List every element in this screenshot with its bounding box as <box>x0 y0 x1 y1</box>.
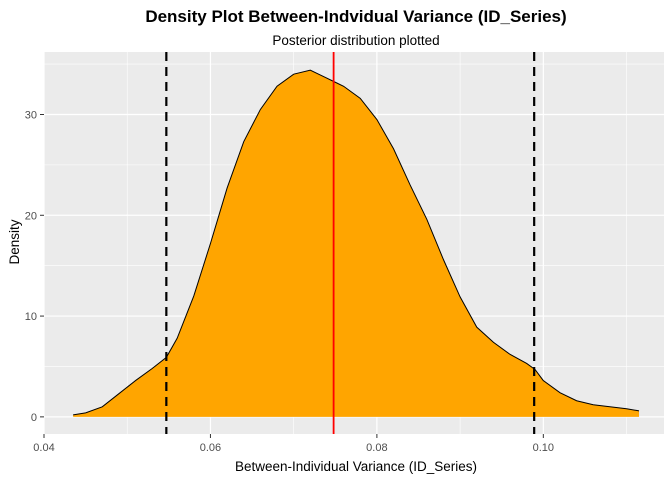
chart-title: Density Plot Between-Indvidual Variance … <box>145 7 566 26</box>
y-tick-label: 0 <box>31 412 37 424</box>
y-axis-title: Density <box>7 219 22 264</box>
x-axis: 0.04 0.06 0.08 0.10 <box>33 434 554 454</box>
x-tick-label: 0.10 <box>533 442 554 454</box>
x-tick-label: 0.04 <box>33 442 54 454</box>
plot-panel <box>43 52 664 434</box>
y-tick-label: 30 <box>25 109 37 121</box>
y-tick-label: 20 <box>25 210 37 222</box>
chart-subtitle: Posterior distribution plotted <box>272 33 439 48</box>
reference-lines <box>165 52 536 434</box>
density-area <box>73 70 640 417</box>
density-outline <box>73 69 640 416</box>
y-tick-label: 10 <box>25 311 37 323</box>
x-axis-title: Between-Individual Variance (ID_Series) <box>235 459 477 474</box>
x-tick-label: 0.08 <box>366 442 387 454</box>
x-tick-label: 0.06 <box>200 442 221 454</box>
y-axis: 0 10 20 30 <box>25 109 44 424</box>
